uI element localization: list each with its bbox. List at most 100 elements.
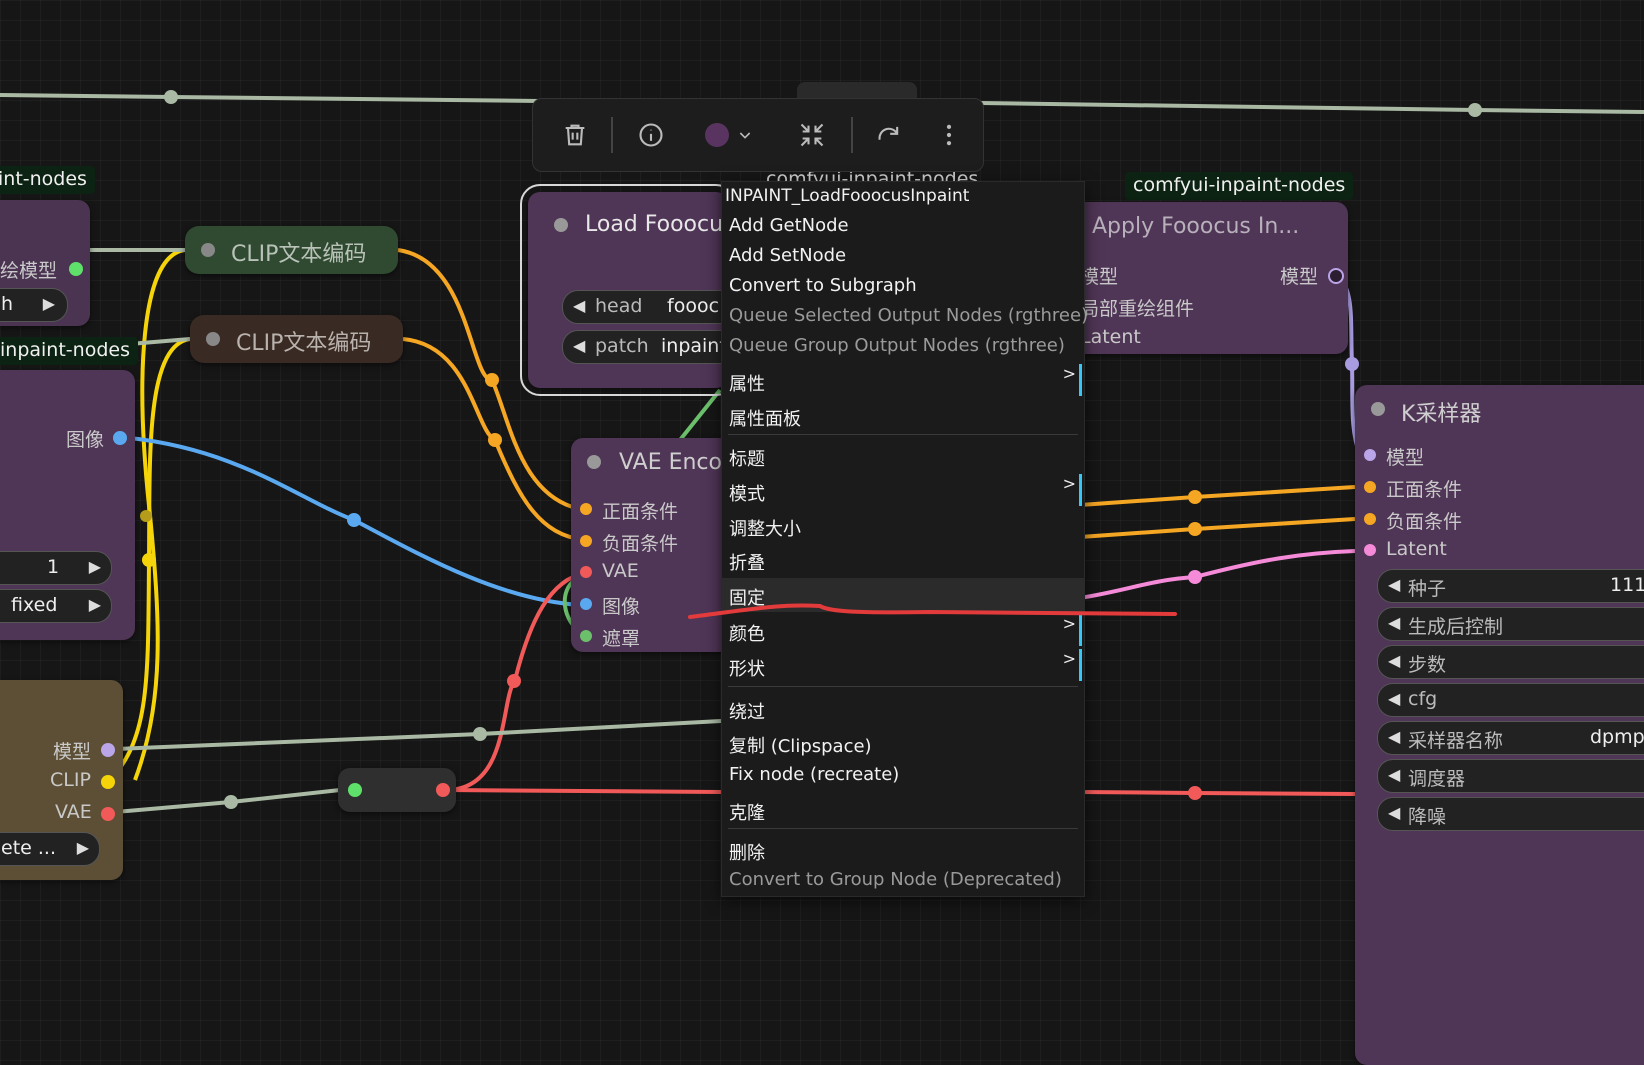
node-status-dot [201,243,215,257]
input-dot[interactable] [1364,544,1376,556]
node-pack-badge: comfyui-inpaint-nodes [1125,172,1354,200]
color-picker-icon[interactable] [705,123,729,147]
output-dot[interactable] [101,775,115,789]
menu-item-copy-clipspace[interactable]: 复制 (Clipspace) [729,736,872,757]
submenu-arrow-icon: > [1062,614,1076,633]
head-widget[interactable]: ◀ head foooc [562,290,744,324]
input-dot[interactable] [580,503,592,515]
control-after-generate-widget[interactable]: ◀ 生成后控制 [1377,607,1644,641]
submenu-indicator-bar [1079,649,1082,681]
output-label: 绘模型 [0,260,58,282]
node-pack-badge: inpaint-nodes [0,337,138,365]
output-dot[interactable] [113,431,127,445]
submenu-indicator-bar [1079,364,1082,396]
menu-divider [728,828,1078,829]
menu-item-delete[interactable]: 删除 [729,843,765,864]
connection-wires [0,90,1644,814]
menu-item-properties-panel[interactable]: 属性面板 [729,409,801,430]
node-left-bottom[interactable]: 模型 CLIP VAE ete ... ▶ [0,680,123,880]
node-status-dot [1371,402,1385,416]
input-label: 正面条件 [1386,479,1463,501]
output-dot[interactable] [69,262,83,276]
chevron-down-icon[interactable] [737,127,753,143]
ksampler-node[interactable]: K采样器 模型 正面条件 负面条件 Latent ◀ 种子 1113 ◀ 生成后… [1355,385,1644,1065]
widget[interactable]: 1 ▶ [0,551,112,585]
input-label: Latent [1080,326,1141,348]
input-dot[interactable] [580,566,592,578]
more-vertical-icon[interactable] [935,121,963,149]
menu-item-clone[interactable]: 克隆 [729,803,765,824]
denoise-widget[interactable]: ◀ 降噪 [1377,797,1644,831]
seed-widget[interactable]: ◀ 种子 1113 [1377,569,1644,603]
clip-text-encode-node-2[interactable]: CLIP文本编码 [190,315,403,363]
menu-item-colors[interactable]: 颜色 > [722,612,1084,648]
menu-divider [728,434,1078,435]
toolbar-tab [797,82,917,102]
menu-item-resize[interactable]: 调整大小 [729,519,801,540]
menu-item-bypass[interactable]: 绕过 [729,702,765,723]
output-label: VAE [55,801,92,823]
input-dot[interactable] [1364,481,1376,493]
input-dot[interactable] [580,598,592,610]
node-left-mid[interactable]: 图像 1 ▶ fixed ▶ [0,370,135,640]
apply-fooocus-inpaint-node[interactable]: Apply Fooocus In... 模型 模型 局部重绘组件 Latent [1060,202,1348,354]
menu-item-queue-group-output-nodes[interactable]: Queue Group Output Nodes (rgthree) [729,335,1065,356]
input-label: 图像 [602,596,641,618]
input-dot[interactable] [1364,513,1376,525]
menu-item-queue-selected-output-nodes[interactable]: Queue Selected Output Nodes (rgthree) [729,305,1089,326]
sampler-name-widget[interactable]: ◀ 采样器名称 dpmp [1377,721,1644,755]
menu-item-add-setnode[interactable]: Add SetNode [729,245,847,266]
collapse-icon[interactable] [798,121,826,149]
trash-icon[interactable] [561,121,589,149]
input-label: 模型 [1386,447,1425,469]
input-dot[interactable] [1364,449,1376,461]
menu-item-collapse[interactable]: 折叠 [729,553,765,574]
toolbar-divider [851,117,853,153]
menu-item-convert-to-group-node[interactable]: Convert to Group Node (Deprecated) [729,869,1062,890]
node-title: Apply Fooocus In... [1092,214,1300,239]
clip-text-encode-node-1[interactable]: CLIP文本编码 [185,226,398,274]
menu-divider [728,686,1078,687]
submenu-arrow-icon: > [1062,649,1076,668]
load-fooocus-inpaint-node[interactable]: Load Fooocu ◀ head foooc ◀ patch inpaint [520,184,744,396]
input-label: VAE [602,560,639,582]
output-label: CLIP [50,769,91,791]
menu-item-properties[interactable]: 属性 > [722,362,1084,398]
widget[interactable]: fixed ▶ [0,589,112,623]
node-status-dot [206,332,220,346]
output-dot[interactable] [1328,268,1344,284]
submenu-arrow-icon: > [1062,474,1076,493]
input-label: 负面条件 [1386,511,1463,533]
red-annotation-underline [688,603,1177,619]
input-dot[interactable] [580,535,592,547]
menu-item-fix-node[interactable]: Fix node (recreate) [729,764,900,785]
widget[interactable]: h ▶ [0,288,68,322]
redo-icon[interactable] [875,121,903,149]
menu-item-add-getnode[interactable]: Add GetNode [729,215,849,236]
submenu-indicator-bar [1079,614,1082,646]
menu-item-mode[interactable]: 模式 > [722,472,1084,508]
input-dot[interactable] [348,783,362,797]
input-dot[interactable] [580,630,592,642]
steps-widget[interactable]: ◀ 步数 [1377,645,1644,679]
output-dot[interactable] [101,743,115,757]
scheduler-widget[interactable]: ◀ 调度器 [1377,759,1644,793]
input-label: 模型 [1080,266,1119,288]
widget[interactable]: ete ... ▶ [0,832,100,866]
toolbar-divider [611,117,613,153]
info-icon[interactable] [637,121,665,149]
cfg-widget[interactable]: ◀ cfg [1377,683,1644,717]
input-label: 遮罩 [602,628,641,650]
output-dot[interactable] [101,807,115,821]
node-left-top[interactable]: 绘模型 h ▶ [0,200,90,326]
output-label: 图像 [66,429,105,451]
output-label: 模型 [1280,266,1319,288]
output-dot[interactable] [436,783,450,797]
menu-item-shapes[interactable]: 形状 > [722,648,1084,684]
reroute-node[interactable] [338,768,456,812]
patch-widget[interactable]: ◀ patch inpaint [562,330,744,364]
node-pack-badge: int-nodes [0,166,95,194]
menu-item-convert-to-subgraph[interactable]: Convert to Subgraph [729,275,917,296]
node-title: VAE Enco [619,450,722,475]
menu-item-title[interactable]: 标题 [729,449,765,470]
